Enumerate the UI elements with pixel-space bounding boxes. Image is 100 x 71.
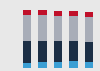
Bar — [69, 11, 78, 16]
Bar — [84, 62, 93, 68]
Bar — [54, 62, 62, 68]
Bar — [23, 63, 32, 68]
Bar — [23, 41, 32, 63]
Bar — [23, 15, 32, 41]
Bar — [38, 62, 47, 68]
Bar — [84, 42, 93, 62]
Bar — [69, 16, 78, 41]
Bar — [69, 61, 78, 68]
Bar — [54, 11, 62, 16]
Bar — [38, 10, 47, 15]
Bar — [38, 15, 47, 41]
Bar — [69, 41, 78, 61]
Bar — [38, 41, 47, 62]
Bar — [84, 17, 93, 42]
Bar — [54, 41, 62, 62]
Bar — [23, 10, 32, 15]
Bar — [84, 12, 93, 17]
Bar — [54, 16, 62, 41]
